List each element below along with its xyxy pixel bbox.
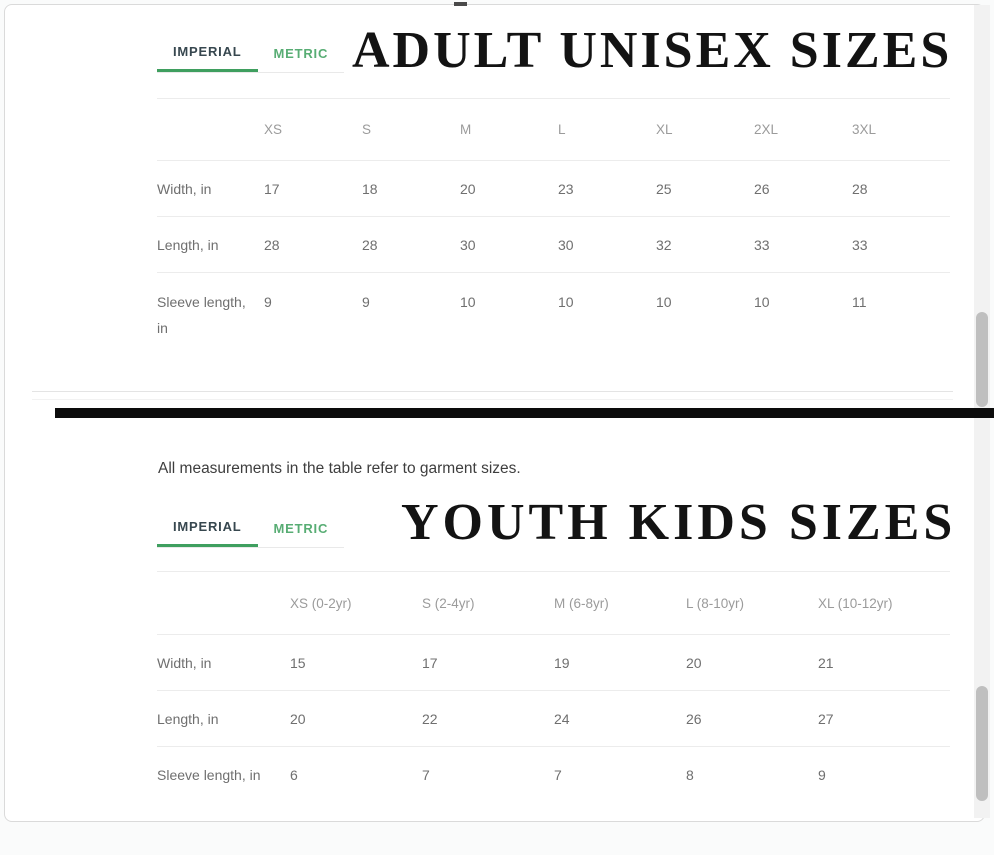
table-cell: 26 <box>686 710 702 727</box>
youth-header-row: XS (0-2yr) S (2-4yr) M (6-8yr) L (8-10yr… <box>157 572 950 635</box>
table-cell: 27 <box>818 710 834 727</box>
tab-metric-youth[interactable]: METRIC <box>273 520 329 536</box>
table-cell: 32 <box>656 236 672 253</box>
table-cell: 9 <box>362 294 370 310</box>
table-cell: 28 <box>362 236 378 253</box>
row-label: Sleeve length, in <box>157 294 246 336</box>
row-label: Length, in <box>157 710 219 727</box>
table-cell: 28 <box>264 236 280 253</box>
column-header: 2XL <box>754 122 779 137</box>
table-cell: 10 <box>656 294 672 310</box>
table-cell: 28 <box>852 180 868 197</box>
cropped-element-remnant <box>454 2 467 6</box>
table-row-sleeve: Sleeve length, in 6 7 7 8 9 <box>157 747 950 803</box>
table-cell: 20 <box>460 180 476 197</box>
table-cell: 30 <box>558 236 574 253</box>
row-label: Width, in <box>157 654 212 671</box>
column-header: XL (10-12yr) <box>818 595 893 611</box>
table-cell: 21 <box>818 654 834 671</box>
column-header: M (6-8yr) <box>554 595 609 611</box>
table-cell: 10 <box>558 294 574 310</box>
section-bottom-rule <box>32 391 953 392</box>
table-cell: 22 <box>422 710 438 727</box>
table-cell: 26 <box>754 180 770 197</box>
tab-imperial-youth[interactable]: IMPERIAL <box>157 509 258 547</box>
scrollbar-track-bottom[interactable] <box>974 418 990 818</box>
table-cell: 23 <box>558 180 574 197</box>
table-row-length: Length, in 28 28 30 30 32 33 33 <box>157 217 950 273</box>
table-cell: 17 <box>422 654 438 671</box>
table-cell: 24 <box>554 710 570 727</box>
row-label: Sleeve length, in <box>157 767 261 783</box>
section-divider <box>55 408 994 418</box>
scrollbar-track-top[interactable] <box>974 5 990 408</box>
column-header: XL <box>656 122 673 137</box>
column-header: S (2-4yr) <box>422 595 475 611</box>
table-row-length: Length, in 20 22 24 26 27 <box>157 691 950 747</box>
table-cell: 18 <box>362 180 378 197</box>
column-header: XS <box>264 122 283 137</box>
section-bottom-rule-2 <box>32 399 953 400</box>
adult-unit-tabs: IMPERIAL METRIC <box>157 34 345 73</box>
tab-imperial-adult[interactable]: IMPERIAL <box>157 34 258 72</box>
youth-section-title: YOUTH KIDS SIZES <box>401 494 957 551</box>
row-label: Width, in <box>157 180 212 197</box>
table-cell: 9 <box>818 767 826 783</box>
table-cell: 33 <box>754 236 770 253</box>
table-cell: 10 <box>754 294 770 310</box>
adult-size-table: XS S M L XL 2XL 3XL Width, in 17 18 20 2… <box>157 98 950 353</box>
table-row-width: Width, in 15 17 19 20 21 <box>157 635 950 691</box>
table-row-width: Width, in 17 18 20 23 25 26 28 <box>157 161 950 217</box>
table-cell: 20 <box>290 710 306 727</box>
column-header: L (8-10yr) <box>686 595 745 611</box>
youth-unit-tabs: IMPERIAL METRIC <box>157 509 345 548</box>
scrollbar-thumb-bottom[interactable] <box>976 686 988 801</box>
scrollbar-thumb-top[interactable] <box>976 312 988 407</box>
table-cell: 10 <box>460 294 476 310</box>
table-cell: 33 <box>852 236 868 253</box>
table-cell: 9 <box>264 294 272 310</box>
table-cell: 7 <box>554 767 562 783</box>
table-row-sleeve: Sleeve length, in 9 9 10 10 10 10 11 <box>157 273 950 353</box>
table-cell: 25 <box>656 180 672 197</box>
table-cell: 7 <box>422 767 430 783</box>
measurements-note: All measurements in the table refer to g… <box>158 460 521 477</box>
column-header: L <box>558 122 566 137</box>
adult-header-row: XS S M L XL 2XL 3XL <box>157 99 950 161</box>
table-cell: 20 <box>686 654 702 671</box>
table-cell: 6 <box>290 767 298 783</box>
table-cell: 30 <box>460 236 476 253</box>
column-header: XS (0-2yr) <box>290 595 352 611</box>
youth-size-table: XS (0-2yr) S (2-4yr) M (6-8yr) L (8-10yr… <box>157 571 950 803</box>
table-cell: 8 <box>686 767 694 783</box>
table-cell: 15 <box>290 654 306 671</box>
adult-section-title: ADULT UNISEX SIZES <box>352 22 953 79</box>
table-cell: 19 <box>554 654 570 671</box>
table-cell: 17 <box>264 180 280 197</box>
column-header: 3XL <box>852 122 877 137</box>
column-header: M <box>460 122 472 137</box>
column-header: S <box>362 122 372 137</box>
table-cell: 11 <box>852 294 867 310</box>
tab-metric-adult[interactable]: METRIC <box>273 45 329 61</box>
row-label: Length, in <box>157 236 219 253</box>
